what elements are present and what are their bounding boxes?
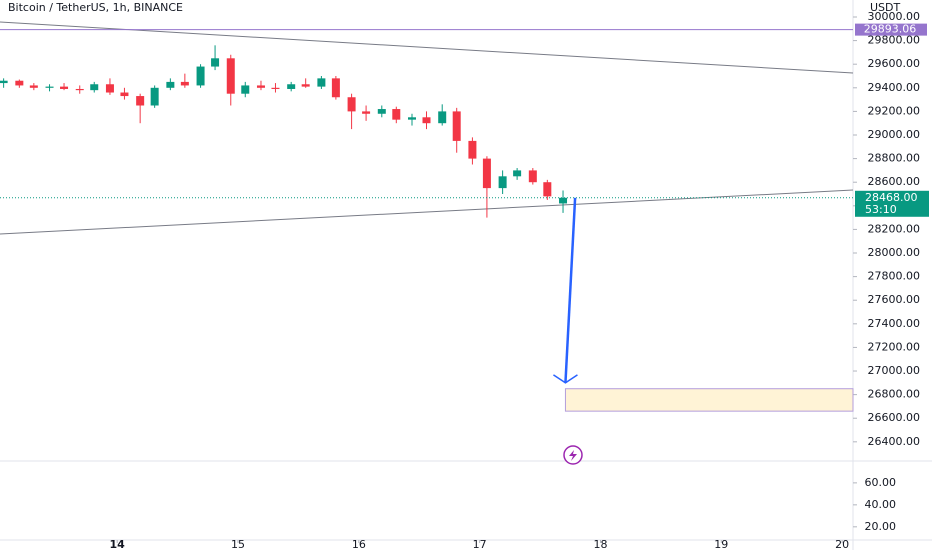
candle-body — [226, 58, 235, 94]
candle-body — [482, 158, 491, 189]
candle-body — [347, 97, 356, 112]
candle-body — [422, 117, 431, 124]
candle-body — [331, 78, 340, 98]
y-tick-label: 30000.00 — [868, 10, 921, 23]
candle-body — [408, 117, 417, 120]
candle-body — [136, 96, 145, 106]
candle-body — [362, 111, 371, 114]
candle-body — [196, 66, 205, 86]
candle-body — [211, 58, 220, 67]
countdown-label: 53:10 — [865, 203, 897, 216]
x-tick-label: 19 — [714, 538, 728, 550]
y-tick-label: 28200.00 — [868, 222, 921, 235]
currency-label: USDT — [870, 1, 901, 14]
trendline — [0, 21, 854, 74]
y-tick-label: 29800.00 — [868, 34, 921, 47]
candle-body — [105, 84, 114, 93]
candle-body — [392, 109, 401, 120]
y-tick-label: 27400.00 — [868, 317, 921, 330]
candle-body — [559, 197, 568, 204]
candle-body — [377, 109, 386, 114]
y-tick-label: 20.00 — [865, 520, 897, 533]
y-tick-label: 60.00 — [865, 476, 897, 489]
candle-body — [29, 85, 38, 88]
level-label: 29893.06 — [864, 23, 917, 36]
candle-body — [90, 84, 99, 91]
x-tick-label: 20 — [835, 538, 849, 550]
candle-body — [543, 182, 552, 197]
candle-body — [301, 84, 310, 87]
chart-title: Bitcoin / TetherUS, 1h, BINANCE — [8, 1, 183, 14]
y-tick-label: 28600.00 — [868, 175, 921, 188]
last-price-label: 28468.00 — [865, 191, 918, 204]
candle-body — [0, 80, 8, 84]
y-tick-label: 26800.00 — [868, 388, 921, 401]
candle-body — [452, 111, 461, 141]
candle-body — [45, 86, 54, 88]
x-tick-label: 15 — [231, 538, 245, 550]
candle-body — [15, 80, 24, 86]
x-tick-label: 14 — [110, 538, 126, 550]
candle-body — [317, 78, 326, 87]
last-price-tag — [855, 190, 929, 217]
candle-body — [166, 81, 175, 88]
target-zone — [564, 388, 854, 412]
y-tick-label: 27200.00 — [868, 340, 921, 353]
candle-body — [150, 87, 159, 106]
candle-body — [271, 87, 280, 89]
y-tick-label: 27800.00 — [868, 270, 921, 283]
y-tick-label: 28000.00 — [868, 246, 921, 259]
trendline — [0, 189, 854, 235]
candle-body — [120, 92, 129, 97]
x-tick-label: 17 — [473, 538, 487, 550]
y-tick-label: 29400.00 — [868, 81, 921, 94]
candle-body — [256, 85, 265, 88]
candle-body — [75, 88, 84, 91]
arrow-head — [553, 374, 578, 384]
candle-body — [60, 86, 69, 89]
y-tick-label: 29000.00 — [868, 128, 921, 141]
y-tick-label: 27000.00 — [868, 364, 921, 377]
candle-body — [241, 85, 250, 94]
y-tick-label: 27600.00 — [868, 293, 921, 306]
y-tick-label: 40.00 — [865, 498, 897, 511]
y-tick-label: 29200.00 — [868, 104, 921, 117]
x-tick-label: 16 — [352, 538, 366, 550]
level-tag — [855, 23, 927, 36]
y-tick-label: 29600.00 — [868, 57, 921, 70]
replay-icon — [563, 445, 583, 465]
y-tick-label: 26600.00 — [868, 411, 921, 424]
candle-body — [498, 176, 507, 189]
candle-body — [438, 111, 447, 124]
y-tick-label: 26400.00 — [868, 435, 921, 448]
candle-body — [513, 170, 522, 177]
candle-body — [180, 81, 189, 86]
candle-body — [528, 170, 537, 183]
y-tick-label: 28800.00 — [868, 152, 921, 165]
candle-body — [287, 84, 296, 89]
candle-body — [468, 140, 477, 159]
x-tick-label: 18 — [593, 538, 607, 550]
arrow-line — [564, 197, 577, 383]
